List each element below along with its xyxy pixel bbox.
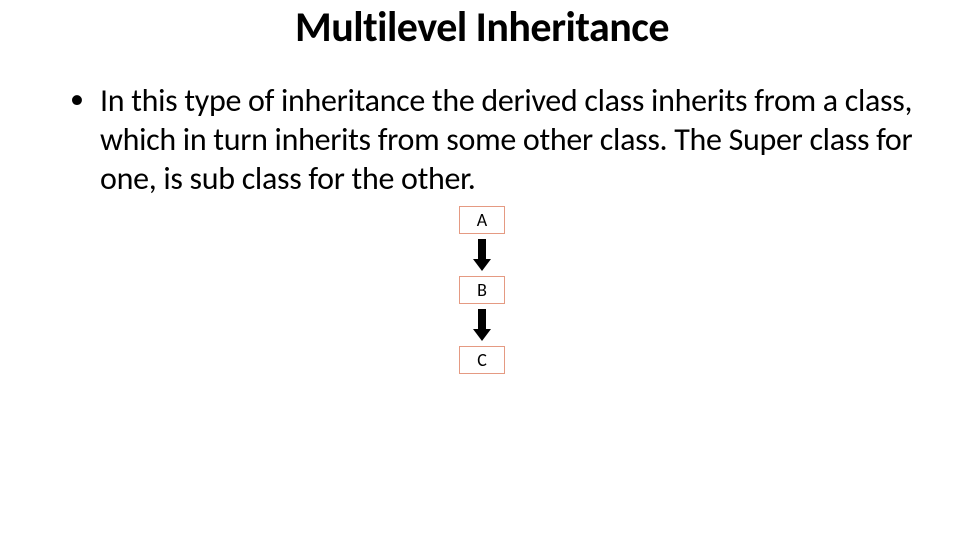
diagram-node-c: C <box>459 346 505 374</box>
diagram-arrow-bc <box>472 304 492 346</box>
slide: Multilevel Inheritance In this type of i… <box>0 2 964 541</box>
slide-title: Multilevel Inheritance <box>0 2 964 53</box>
diagram-node-c-label: C <box>477 349 487 371</box>
diagram-node-a-label: A <box>477 209 487 231</box>
bullet-item: In this type of inheritance the derived … <box>70 81 924 198</box>
bullet-list: In this type of inheritance the derived … <box>70 81 924 198</box>
inheritance-diagram: A B C <box>0 206 964 374</box>
arrow-down-icon <box>472 237 492 273</box>
slide-body: In this type of inheritance the derived … <box>0 81 964 198</box>
diagram-node-b: B <box>459 276 505 304</box>
diagram-node-a: A <box>459 206 505 234</box>
arrow-down-icon <box>472 307 492 343</box>
diagram-node-b-label: B <box>477 279 487 301</box>
diagram-arrow-ab <box>472 234 492 276</box>
